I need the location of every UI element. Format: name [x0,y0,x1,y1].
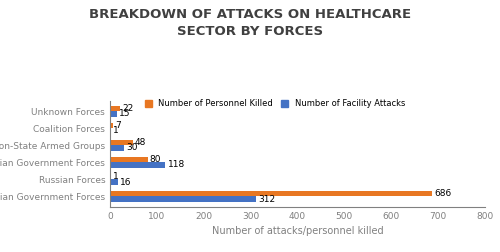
Bar [110,111,117,116]
Bar [110,140,132,145]
Text: 30: 30 [126,143,138,152]
Legend: Number of Personnel Killed, Number of Facility Attacks: Number of Personnel Killed, Number of Fa… [142,96,408,112]
Text: 15: 15 [120,109,131,118]
Text: 22: 22 [122,104,134,113]
Text: 118: 118 [168,161,185,170]
Bar [110,145,124,151]
Bar [110,191,432,196]
Text: 16: 16 [120,178,132,186]
Bar [110,162,166,168]
Text: 1: 1 [113,172,118,181]
Text: 7: 7 [116,121,121,130]
Bar [110,157,148,162]
Bar [110,106,120,111]
X-axis label: Number of attacks/personnel killed: Number of attacks/personnel killed [212,226,384,236]
Bar [110,123,114,128]
Bar [110,179,118,185]
Text: 80: 80 [150,155,162,164]
Text: 686: 686 [434,189,451,198]
Text: 1: 1 [113,126,118,135]
Text: 48: 48 [135,138,146,147]
Bar [110,196,256,202]
Text: BREAKDOWN OF ATTACKS ON HEALTHCARE
SECTOR BY FORCES: BREAKDOWN OF ATTACKS ON HEALTHCARE SECTO… [89,8,411,38]
Text: 312: 312 [258,195,276,204]
